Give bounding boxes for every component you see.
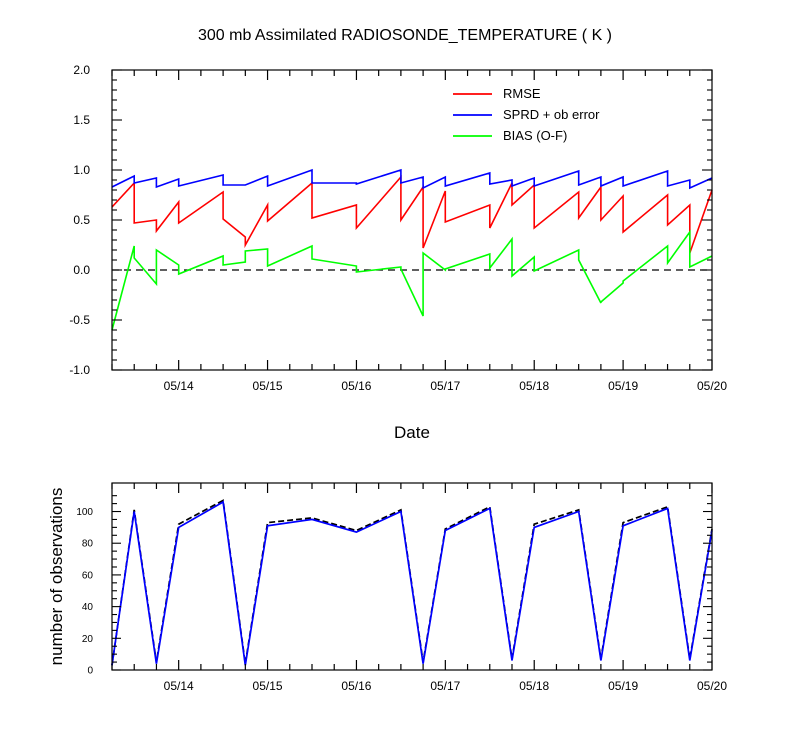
series-line — [111, 229, 713, 331]
legend-label: SPRD + ob error — [503, 107, 600, 122]
bottom-chart: number of observations 05/14 05/15 05/16 05… — [47, 482, 727, 693]
x-tick-label: 05/16 — [341, 679, 371, 693]
top-chart: 300 mb Assimilated RADIOSONDE_TEMPERATUR… — [69, 27, 727, 442]
y-tick-label: 100 — [76, 507, 93, 518]
series-line — [111, 500, 713, 666]
x-tick-label: 05/18 — [519, 679, 549, 693]
tick-marks — [111, 69, 713, 371]
series-line — [111, 168, 713, 190]
chart-title: 300 mb Assimilated RADIOSONDE_TEMPERATUR… — [198, 27, 612, 44]
legend-label: BIAS (O-F) — [503, 128, 567, 143]
series-group — [111, 499, 713, 666]
plot-border — [111, 69, 713, 371]
x-tick-label: 05/15 — [253, 679, 283, 693]
y-axis-title: number of observations — [47, 488, 66, 666]
x-tick-label: 05/14 — [164, 379, 194, 393]
x-tick-label: 05/20 — [697, 679, 727, 693]
y-tick-label: 0 — [87, 666, 93, 677]
x-tick-label: 05/17 — [430, 679, 460, 693]
y-tick-label: 80 — [82, 539, 94, 550]
y-tick-label: -0.5 — [69, 313, 90, 327]
y-tick-label: 40 — [82, 602, 94, 613]
x-tick-label: 05/18 — [519, 379, 549, 393]
y-tick-label: -1.0 — [69, 363, 90, 377]
y-tick-label: 0.5 — [73, 213, 90, 227]
x-axis-title: Date — [394, 423, 430, 442]
x-tick-label: 05/19 — [608, 679, 638, 693]
x-tick-label: 05/16 — [341, 379, 371, 393]
x-tick-label: 05/15 — [253, 379, 283, 393]
legend-label: RMSE — [503, 86, 541, 101]
y-tick-label: 0.0 — [73, 263, 90, 277]
plot-border — [111, 482, 713, 671]
legend: RMSE SPRD + ob error BIAS (O-F) — [453, 86, 600, 143]
series-group — [111, 168, 713, 331]
x-tick-label: 05/17 — [430, 379, 460, 393]
tick-labels: 05/14 05/15 05/16 05/17 05/18 05/19 05/20 0 20 40… — [76, 507, 727, 693]
y-tick-label: 1.5 — [73, 113, 90, 127]
plot-frame — [111, 482, 713, 671]
y-tick-label: 60 — [82, 570, 94, 581]
y-tick-label: 20 — [82, 634, 94, 645]
y-tick-label: 1.0 — [73, 163, 90, 177]
x-tick-label: 05/20 — [697, 379, 727, 393]
x-tick-label: 05/19 — [608, 379, 638, 393]
x-tick-label: 05/14 — [164, 679, 194, 693]
plot-frame — [111, 69, 713, 371]
tick-labels: 05/14 05/15 05/16 05/17 05/18 05/19 05/20 -1.0 -… — [69, 63, 727, 393]
y-tick-label: 2.0 — [73, 63, 90, 77]
series-line — [111, 174, 713, 254]
tick-marks — [111, 483, 713, 671]
